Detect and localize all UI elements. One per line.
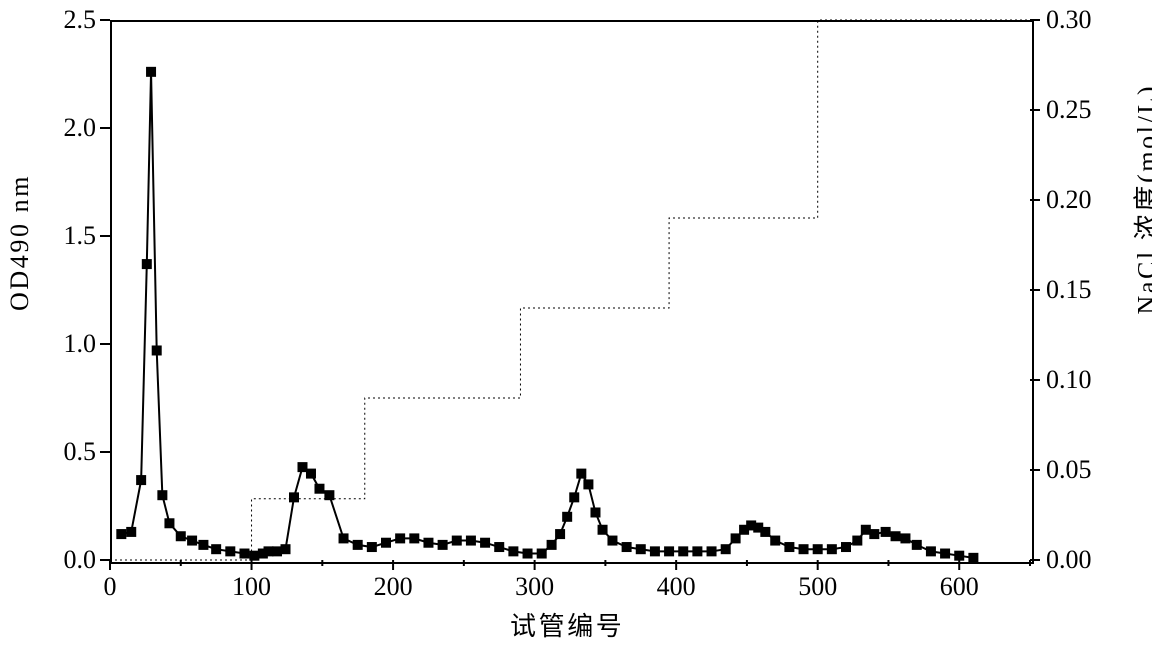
od490-marker [731, 533, 741, 543]
od490-marker [381, 538, 391, 548]
od490-marker [187, 536, 197, 546]
od490-marker [164, 518, 174, 528]
od490-marker [146, 67, 156, 77]
od490-marker [869, 529, 879, 539]
x-tick-label: 400 [651, 572, 701, 602]
od490-marker [555, 529, 565, 539]
od490-marker [590, 507, 600, 517]
od490-marker [562, 512, 572, 522]
od490-marker [152, 345, 162, 355]
od490-marker [116, 529, 126, 539]
od490-marker [523, 549, 533, 559]
od490-marker [622, 542, 632, 552]
od490-marker [926, 546, 936, 556]
y-right-tick-label: 0.30 [1046, 5, 1092, 35]
y-right-tick-label: 0.05 [1046, 455, 1092, 485]
od490-marker [211, 544, 221, 554]
od490-marker [678, 546, 688, 556]
x-tick-label: 200 [368, 572, 418, 602]
od490-marker [136, 475, 146, 485]
od490-marker [281, 544, 291, 554]
od490-marker [636, 544, 646, 554]
y-right-tick-label: 0.00 [1046, 545, 1092, 575]
y-left-tick-label: 1.0 [64, 329, 97, 359]
od490-marker [827, 544, 837, 554]
x-tick-label: 0 [85, 572, 135, 602]
od490-marker [324, 490, 334, 500]
y-left-tick-label: 1.5 [64, 221, 97, 251]
od490-marker [664, 546, 674, 556]
od490-marker [576, 469, 586, 479]
od490-marker [176, 531, 186, 541]
od490-marker [940, 549, 950, 559]
od490-marker [306, 469, 316, 479]
od490-marker [607, 536, 617, 546]
od490-marker [569, 492, 579, 502]
od490-marker [126, 527, 136, 537]
od490-marker [841, 542, 851, 552]
od490-marker [339, 533, 349, 543]
od490-marker [650, 546, 660, 556]
x-tick-label: 600 [934, 572, 984, 602]
y-left-tick-label: 0.5 [64, 437, 97, 467]
od490-marker [784, 542, 794, 552]
chart-container: OD490 nm NaCl 浓度(mol/L) 试管编号 01002003004… [0, 0, 1152, 647]
od490-marker [395, 533, 405, 543]
od490-marker [157, 490, 167, 500]
nacl-step-line [110, 20, 1030, 560]
od490-marker [692, 546, 702, 556]
od490-marker [547, 540, 557, 550]
x-tick-label: 300 [510, 572, 560, 602]
od490-marker [452, 536, 462, 546]
od490-marker [508, 546, 518, 556]
od490-marker [912, 540, 922, 550]
od490-marker [314, 484, 324, 494]
od490-line [121, 72, 973, 558]
chart-svg [0, 0, 1152, 647]
od490-marker [480, 538, 490, 548]
od490-marker [466, 536, 476, 546]
y-left-tick-label: 2.0 [64, 113, 97, 143]
od490-marker [598, 525, 608, 535]
od490-marker [239, 549, 249, 559]
od490-marker [537, 549, 547, 559]
x-tick-label: 500 [793, 572, 843, 602]
od490-marker [968, 553, 978, 563]
od490-marker [891, 531, 901, 541]
od490-marker [881, 527, 891, 537]
y-left-tick-label: 0.0 [64, 545, 97, 575]
od490-marker [954, 551, 964, 561]
od490-marker [760, 527, 770, 537]
x-tick-label: 100 [227, 572, 277, 602]
od490-marker [225, 546, 235, 556]
od490-marker [799, 544, 809, 554]
od490-marker [367, 542, 377, 552]
od490-marker [583, 479, 593, 489]
od490-marker [353, 540, 363, 550]
y-right-tick-label: 0.15 [1046, 275, 1092, 305]
od490-marker [852, 536, 862, 546]
od490-marker [142, 259, 152, 269]
y-left-tick-label: 2.5 [64, 5, 97, 35]
od490-marker [438, 540, 448, 550]
od490-marker [813, 544, 823, 554]
y-right-tick-label: 0.20 [1046, 185, 1092, 215]
od490-marker [289, 492, 299, 502]
od490-marker [770, 536, 780, 546]
od490-marker [900, 533, 910, 543]
od490-marker [721, 544, 731, 554]
od490-marker [409, 533, 419, 543]
od490-marker [494, 542, 504, 552]
od490-marker [198, 540, 208, 550]
y-right-tick-label: 0.25 [1046, 95, 1092, 125]
y-right-tick-label: 0.10 [1046, 365, 1092, 395]
od490-marker [707, 546, 717, 556]
od490-marker [423, 538, 433, 548]
